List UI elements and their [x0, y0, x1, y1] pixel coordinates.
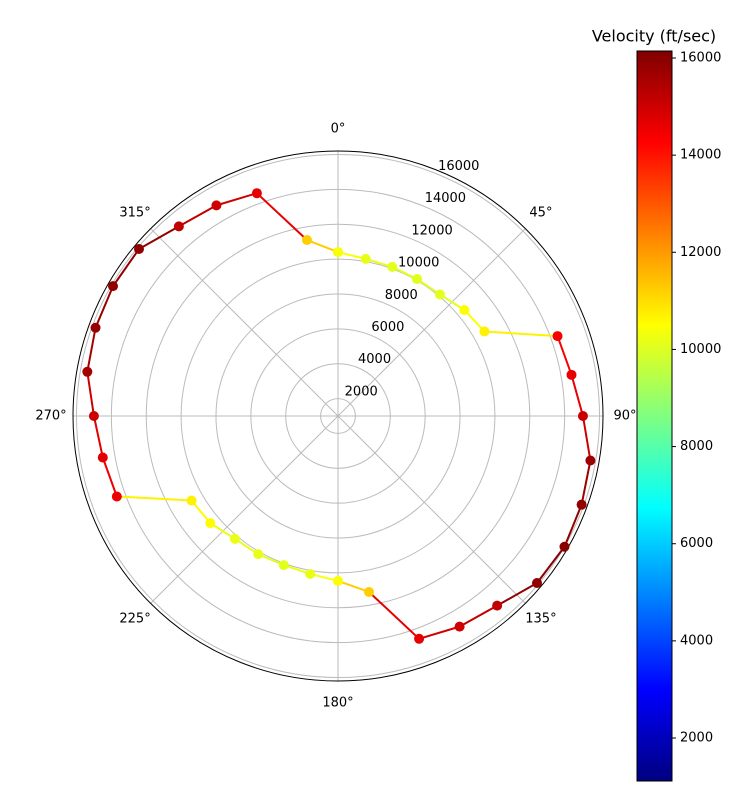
- point: [88, 411, 99, 421]
- line-segment: [306, 239, 339, 254]
- line-segment: [86, 371, 95, 417]
- line-segment: [368, 591, 420, 640]
- theta-tick-label: 45°: [529, 206, 552, 221]
- line-segment: [94, 285, 114, 329]
- colorbar-tick-label: 10000: [680, 342, 721, 357]
- grid-spoke: [150, 415, 339, 604]
- colorbar-tick-label: 8000: [680, 439, 713, 454]
- r-tick-label: 6000: [371, 320, 404, 335]
- point: [186, 495, 197, 506]
- point: [108, 281, 119, 292]
- theta-tick-label: 225°: [119, 611, 150, 626]
- theta-tick-label: 90°: [613, 409, 636, 424]
- point: [211, 200, 222, 211]
- line-segment: [216, 192, 258, 207]
- point: [434, 289, 445, 300]
- theta-tick-label: 315°: [119, 206, 150, 221]
- colorbar-tick-label: 12000: [680, 245, 721, 260]
- line-segment: [116, 495, 192, 502]
- point: [566, 369, 577, 380]
- line-segment: [459, 604, 498, 628]
- point: [412, 274, 423, 285]
- point: [134, 244, 145, 255]
- point: [251, 188, 262, 199]
- point: [253, 549, 264, 560]
- line-segment: [570, 374, 584, 417]
- point: [205, 518, 216, 529]
- point: [90, 322, 101, 333]
- point: [229, 533, 240, 544]
- grid-spoke: [337, 415, 526, 604]
- point: [278, 560, 289, 571]
- point: [577, 411, 588, 421]
- point: [305, 568, 316, 579]
- point: [360, 253, 371, 264]
- line-segment: [536, 546, 566, 584]
- point: [531, 577, 542, 588]
- r-tick-label: 16000: [438, 159, 479, 174]
- r-tick-label: 14000: [425, 191, 466, 206]
- point: [333, 247, 343, 258]
- r-tick-label: 4000: [358, 352, 391, 367]
- r-tick-label: 10000: [398, 256, 439, 271]
- line-segment: [484, 330, 558, 338]
- line-segment: [496, 582, 538, 607]
- line-segment: [92, 415, 104, 458]
- line-segment: [580, 460, 592, 505]
- point: [454, 621, 465, 632]
- point: [576, 499, 587, 510]
- point: [479, 326, 490, 337]
- colorbar-tick-label: 14000: [680, 148, 721, 163]
- grid-spoke: [150, 228, 339, 417]
- r-tick-label: 8000: [385, 288, 418, 303]
- point: [459, 304, 470, 315]
- colorbar-tick-label: 2000: [680, 731, 713, 746]
- line-segment: [112, 248, 140, 287]
- line-segment: [337, 579, 370, 593]
- colorbar-tick-label: 6000: [680, 536, 713, 551]
- point: [301, 235, 312, 246]
- point: [333, 575, 343, 586]
- colorbar-tick-label: 4000: [680, 633, 713, 648]
- point: [387, 261, 398, 272]
- theta-tick-label: 180°: [322, 696, 353, 711]
- point: [364, 586, 375, 597]
- point: [414, 633, 425, 644]
- colorbar: [636, 50, 673, 782]
- line-segment: [138, 225, 180, 250]
- theta-tick-label: 270°: [35, 409, 66, 424]
- r-tick-label: 12000: [411, 223, 452, 238]
- line-segment: [418, 625, 460, 640]
- point: [111, 491, 122, 502]
- line-segment: [581, 415, 592, 461]
- point: [585, 455, 596, 466]
- point: [559, 541, 570, 552]
- line-segment: [256, 192, 308, 241]
- point: [552, 331, 563, 342]
- theta-tick-label: 135°: [525, 611, 556, 626]
- colorbar-label: Velocity (ft/sec): [592, 27, 716, 46]
- point: [492, 600, 503, 611]
- point: [173, 221, 184, 232]
- line-segment: [178, 204, 217, 228]
- point: [97, 452, 108, 463]
- colorbar-tick-label: 16000: [680, 50, 721, 65]
- grid-spoke: [337, 228, 526, 417]
- line-segment: [101, 457, 118, 497]
- theta-tick-label: 0°: [331, 122, 346, 137]
- r-tick-label: 2000: [345, 384, 378, 399]
- polar-frame: [72, 150, 604, 682]
- line-segment: [556, 335, 573, 376]
- line-segment: [86, 327, 97, 372]
- point: [82, 366, 93, 377]
- line-segment: [563, 504, 583, 548]
